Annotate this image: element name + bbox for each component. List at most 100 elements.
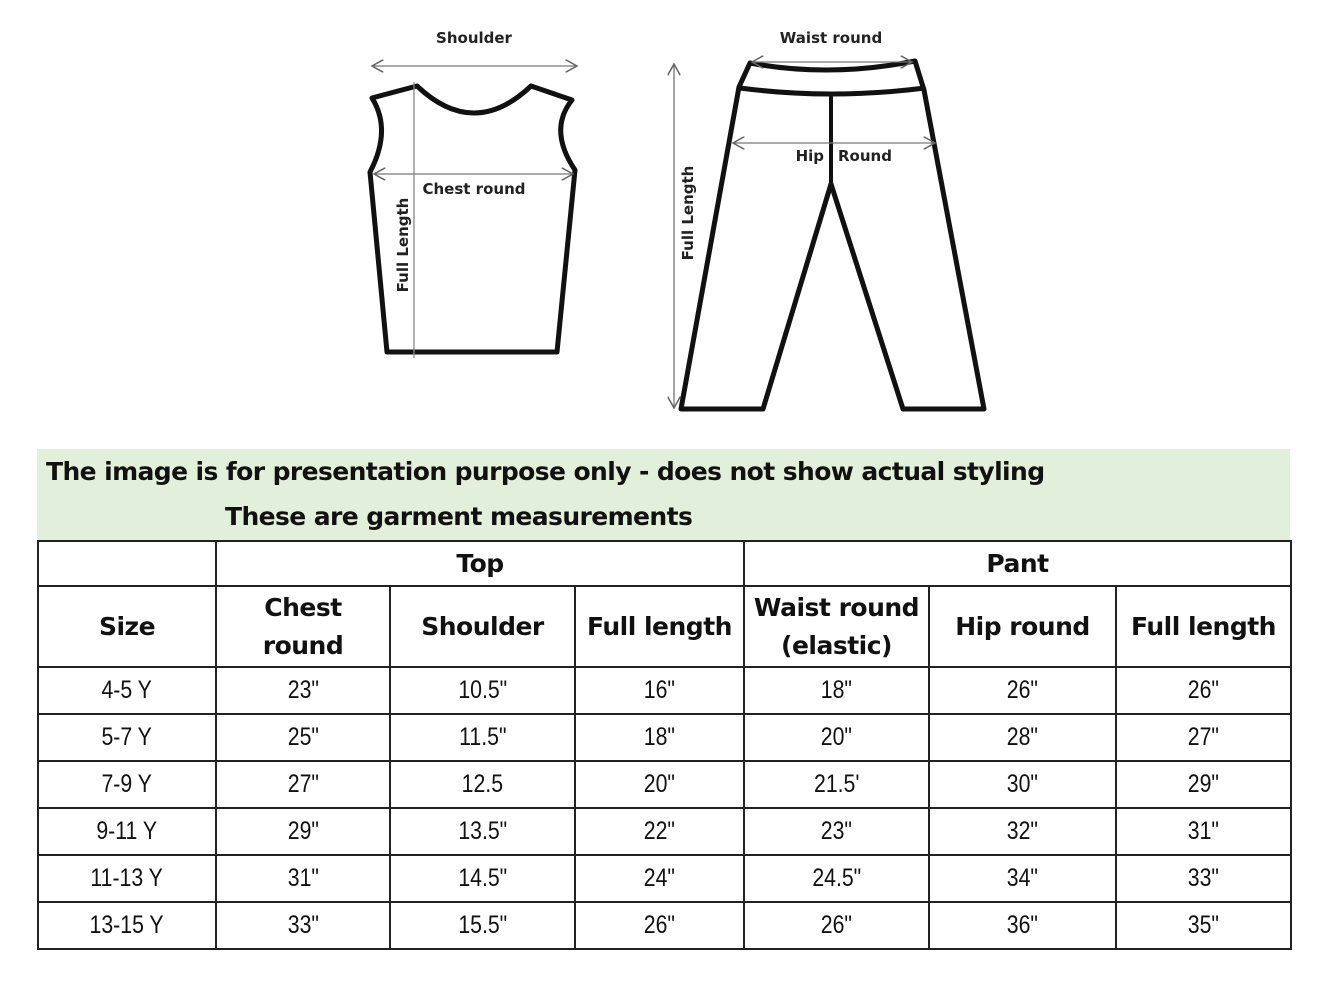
cell-hip-round: 26" <box>928 666 1117 715</box>
cell-chest-round: 27" <box>215 760 391 809</box>
cell-shoulder: 11.5" <box>389 713 576 762</box>
cell-pant-full-length: 27" <box>1114 713 1293 762</box>
cell-value: 29" <box>1187 770 1220 798</box>
cell-value: 26" <box>643 911 676 939</box>
cell-pant-full-length: 31" <box>1114 807 1293 856</box>
cell-value: 20" <box>643 770 676 798</box>
cell-value: 35" <box>1187 911 1220 939</box>
cell-waist-round: 21.5' <box>743 760 930 809</box>
cell-shoulder: 10.5" <box>389 666 576 715</box>
cell-hip-round: 36" <box>928 901 1117 950</box>
round-label: Round <box>838 147 892 165</box>
cell-size: 5-7 Y <box>37 713 217 762</box>
cell-value: 4-5 Y <box>101 676 153 704</box>
cell-value: 33" <box>1187 864 1220 892</box>
cell-value: 18" <box>820 676 853 704</box>
hip-label: Hip <box>796 147 825 165</box>
cell-size: 9-11 Y <box>37 807 217 856</box>
cell-value: 31" <box>1187 817 1220 845</box>
cell-value: 9-11 Y <box>96 817 158 845</box>
table-row: 5-7 Y 25" 11.5" 18" 20" 28" 27" <box>37 713 1293 762</box>
cell-size: 7-9 Y <box>37 760 217 809</box>
cell-hip-round: 28" <box>928 713 1117 762</box>
table-row: 4-5 Y 23" 10.5" 16" 18" 26" 26" <box>37 666 1293 715</box>
waistband-line <box>739 85 926 97</box>
cell-value: 32" <box>1006 817 1039 845</box>
cell-chest-round: 31" <box>215 854 391 903</box>
column-header-top-full-length: Full length <box>574 585 745 668</box>
cell-value: 24" <box>643 864 676 892</box>
cell-value: 33" <box>287 911 319 939</box>
table-row: 13-15 Y 33" 15.5" 26" 26" 36" 35" <box>37 901 1293 950</box>
pant-full-length-label: Full Length <box>679 166 697 261</box>
cell-value: 24.5" <box>812 864 861 892</box>
cell-waist-round: 18" <box>743 666 930 715</box>
cell-value: 36" <box>1006 911 1039 939</box>
column-header-hip-round: Hip round <box>928 585 1117 668</box>
cell-shoulder: 14.5" <box>389 854 576 903</box>
disclaimer-banner: The image is for presentation purpose on… <box>37 449 1290 540</box>
cell-value: 14.5" <box>458 864 507 892</box>
size-table: Top Pant Size Chest round Shoulder Full … <box>37 540 1293 950</box>
cell-top-full-length: 18" <box>574 713 745 762</box>
cell-value: 13-15 Y <box>89 911 165 939</box>
cell-waist-round: 24.5" <box>743 854 930 903</box>
size-table-body: 4-5 Y 23" 10.5" 16" 18" 26" 26" 5-7 Y 25" 11.5" 18… <box>37 666 1293 950</box>
cell-hip-round: 32" <box>928 807 1117 856</box>
cell-value: 5-7 Y <box>101 723 153 751</box>
cell-value: 10.5" <box>458 676 507 704</box>
cell-value: 13.5" <box>458 817 507 845</box>
cell-value: 28" <box>1006 723 1039 751</box>
measurement-note: These are garment measurements <box>225 502 693 531</box>
garment-diagrams: Shoulder Chest round Full Length Waist r… <box>367 29 987 412</box>
cell-shoulder: 12.5 <box>389 760 576 809</box>
cell-pant-full-length: 35" <box>1114 901 1293 950</box>
cell-chest-round: 33" <box>215 901 391 950</box>
empty-header-cell <box>37 540 217 587</box>
cell-value: 11-13 Y <box>90 864 164 892</box>
cell-top-full-length: 26" <box>574 901 745 950</box>
cell-value: 27" <box>1187 723 1220 751</box>
cell-waist-round: 20" <box>743 713 930 762</box>
shoulder-label: Shoulder <box>436 29 513 47</box>
cell-value: 16" <box>643 676 676 704</box>
disclaimer-text: The image is for presentation purpose on… <box>46 457 1045 486</box>
column-header-row: Size Chest round Shoulder Full length Wa… <box>37 585 1293 668</box>
cell-value: 12.5 <box>461 770 504 798</box>
cell-size: 4-5 Y <box>37 666 217 715</box>
cell-value: 15.5" <box>458 911 507 939</box>
cell-value: 18" <box>643 723 676 751</box>
table-row: 9-11 Y 29" 13.5" 22" 23" 32" 31" <box>37 807 1293 856</box>
cell-value: 23" <box>820 817 853 845</box>
cell-top-full-length: 24" <box>574 854 745 903</box>
cell-shoulder: 15.5" <box>389 901 576 950</box>
cell-value: 20" <box>820 723 853 751</box>
waist-round-label: Waist round <box>780 29 882 47</box>
cell-value: 34" <box>1006 864 1039 892</box>
pant-diagram: Waist round Hip Round Full Length <box>674 29 987 412</box>
cell-top-full-length: 22" <box>574 807 745 856</box>
group-header-row: Top Pant <box>37 540 1293 587</box>
top-full-length-label: Full Length <box>394 198 412 293</box>
cell-value: 26" <box>820 911 853 939</box>
cell-pant-full-length: 26" <box>1114 666 1293 715</box>
column-header-chest-round: Chest round <box>215 585 391 668</box>
cell-top-full-length: 16" <box>574 666 745 715</box>
cell-value: 29" <box>287 817 319 845</box>
cell-hip-round: 34" <box>928 854 1117 903</box>
pant-group-header: Pant <box>742 540 1293 587</box>
cell-hip-round: 30" <box>928 760 1117 809</box>
top-group-header: Top <box>215 540 745 587</box>
cell-shoulder: 13.5" <box>389 807 576 856</box>
cell-pant-full-length: 29" <box>1114 760 1293 809</box>
column-header-size: Size <box>37 585 217 668</box>
cell-size: 13-15 Y <box>37 901 217 950</box>
column-header-waist-round: Waist round (elastic) <box>743 585 930 668</box>
cell-chest-round: 29" <box>215 807 391 856</box>
cell-waist-round: 23" <box>743 807 930 856</box>
top-diagram: Shoulder Chest round Full Length <box>367 29 578 358</box>
top-outline <box>367 83 578 355</box>
cell-value: 22" <box>643 817 676 845</box>
cell-value: 25" <box>287 723 319 751</box>
